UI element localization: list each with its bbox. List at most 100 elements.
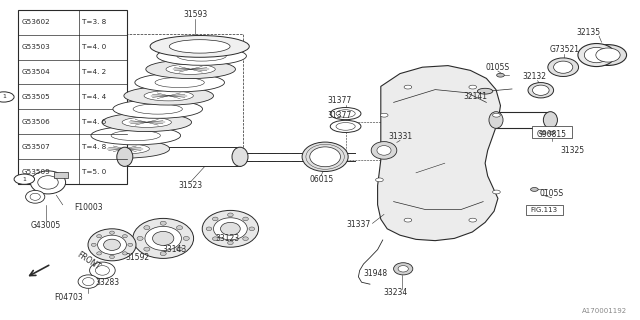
Ellipse shape bbox=[398, 266, 408, 272]
Ellipse shape bbox=[92, 243, 96, 246]
Ellipse shape bbox=[111, 131, 161, 141]
Text: 31593: 31593 bbox=[183, 10, 207, 19]
Text: 32141: 32141 bbox=[463, 92, 488, 100]
Ellipse shape bbox=[95, 266, 109, 275]
Ellipse shape bbox=[477, 88, 493, 94]
Ellipse shape bbox=[80, 140, 170, 158]
Ellipse shape bbox=[548, 131, 555, 134]
Ellipse shape bbox=[183, 236, 189, 240]
Ellipse shape bbox=[394, 263, 413, 275]
Ellipse shape bbox=[97, 252, 102, 255]
Text: 33123: 33123 bbox=[215, 234, 239, 243]
Ellipse shape bbox=[135, 73, 225, 92]
Ellipse shape bbox=[83, 278, 94, 286]
Text: G53602: G53602 bbox=[22, 19, 51, 25]
Ellipse shape bbox=[596, 48, 620, 62]
Text: T=4. 6: T=4. 6 bbox=[82, 119, 106, 125]
Ellipse shape bbox=[169, 40, 230, 53]
Text: G53506: G53506 bbox=[22, 119, 51, 125]
Text: T=4. 2: T=4. 2 bbox=[82, 69, 106, 75]
Ellipse shape bbox=[469, 218, 477, 222]
Ellipse shape bbox=[109, 231, 115, 234]
Ellipse shape bbox=[133, 219, 194, 259]
Ellipse shape bbox=[26, 190, 45, 203]
Ellipse shape bbox=[102, 113, 191, 132]
Ellipse shape bbox=[543, 112, 557, 128]
Ellipse shape bbox=[31, 171, 65, 194]
Bar bbox=[526, 205, 563, 215]
Circle shape bbox=[14, 174, 35, 184]
Ellipse shape bbox=[531, 188, 538, 191]
Ellipse shape bbox=[113, 100, 202, 118]
Ellipse shape bbox=[122, 252, 127, 255]
Text: 31948: 31948 bbox=[364, 269, 388, 278]
Text: T=4. 0: T=4. 0 bbox=[82, 44, 106, 50]
Ellipse shape bbox=[150, 36, 250, 57]
Ellipse shape bbox=[232, 147, 248, 166]
Ellipse shape bbox=[177, 226, 182, 230]
Ellipse shape bbox=[177, 51, 227, 61]
Ellipse shape bbox=[91, 126, 180, 145]
Text: F04703: F04703 bbox=[55, 293, 83, 302]
Ellipse shape bbox=[404, 85, 412, 89]
Ellipse shape bbox=[493, 113, 500, 117]
Ellipse shape bbox=[376, 178, 383, 182]
Ellipse shape bbox=[404, 218, 412, 222]
Text: 33283: 33283 bbox=[95, 278, 120, 287]
Ellipse shape bbox=[532, 85, 549, 95]
Ellipse shape bbox=[221, 222, 240, 235]
Ellipse shape bbox=[469, 85, 477, 89]
Text: T=3. 8: T=3. 8 bbox=[82, 19, 106, 25]
Ellipse shape bbox=[104, 239, 120, 250]
Ellipse shape bbox=[528, 83, 554, 98]
Text: G53504: G53504 bbox=[22, 69, 51, 75]
Text: G53503: G53503 bbox=[22, 44, 51, 50]
Text: T=5. 0: T=5. 0 bbox=[82, 169, 106, 175]
Text: G73521: G73521 bbox=[550, 45, 579, 54]
Bar bbox=[54, 172, 68, 178]
Text: 32135: 32135 bbox=[577, 28, 601, 36]
Ellipse shape bbox=[371, 141, 397, 159]
Ellipse shape bbox=[117, 147, 133, 166]
Ellipse shape bbox=[157, 47, 246, 65]
Text: G43005: G43005 bbox=[31, 221, 61, 230]
Ellipse shape bbox=[97, 235, 127, 254]
Ellipse shape bbox=[310, 147, 340, 167]
Ellipse shape bbox=[144, 226, 150, 230]
Text: 32132: 32132 bbox=[522, 72, 547, 81]
Ellipse shape bbox=[122, 235, 127, 238]
Text: T=4. 8: T=4. 8 bbox=[82, 144, 106, 150]
Ellipse shape bbox=[243, 217, 248, 221]
Ellipse shape bbox=[30, 193, 40, 200]
Text: G90815: G90815 bbox=[537, 130, 566, 139]
Ellipse shape bbox=[152, 231, 174, 245]
Ellipse shape bbox=[330, 108, 361, 120]
Ellipse shape bbox=[90, 262, 115, 279]
Text: 0105S: 0105S bbox=[486, 63, 510, 72]
Ellipse shape bbox=[336, 123, 355, 130]
Ellipse shape bbox=[128, 243, 132, 246]
Ellipse shape bbox=[243, 237, 248, 241]
Text: 06015: 06015 bbox=[309, 175, 333, 184]
Text: 0105S: 0105S bbox=[540, 189, 564, 198]
Ellipse shape bbox=[228, 213, 233, 217]
Text: A170001192: A170001192 bbox=[582, 308, 627, 314]
Ellipse shape bbox=[377, 146, 391, 155]
Ellipse shape bbox=[133, 104, 182, 114]
Ellipse shape bbox=[124, 86, 214, 105]
Ellipse shape bbox=[540, 131, 546, 134]
Ellipse shape bbox=[302, 142, 348, 172]
Text: 31337: 31337 bbox=[346, 220, 371, 229]
Ellipse shape bbox=[249, 227, 255, 231]
Ellipse shape bbox=[137, 236, 143, 240]
Text: G53509: G53509 bbox=[22, 169, 51, 175]
Ellipse shape bbox=[155, 77, 204, 88]
Text: 1: 1 bbox=[2, 94, 6, 100]
Text: G53507: G53507 bbox=[22, 144, 51, 150]
Ellipse shape bbox=[100, 144, 150, 154]
Ellipse shape bbox=[214, 218, 247, 240]
Bar bbox=[18, 10, 127, 184]
Ellipse shape bbox=[589, 45, 627, 66]
Ellipse shape bbox=[493, 190, 500, 194]
Ellipse shape bbox=[330, 120, 361, 132]
